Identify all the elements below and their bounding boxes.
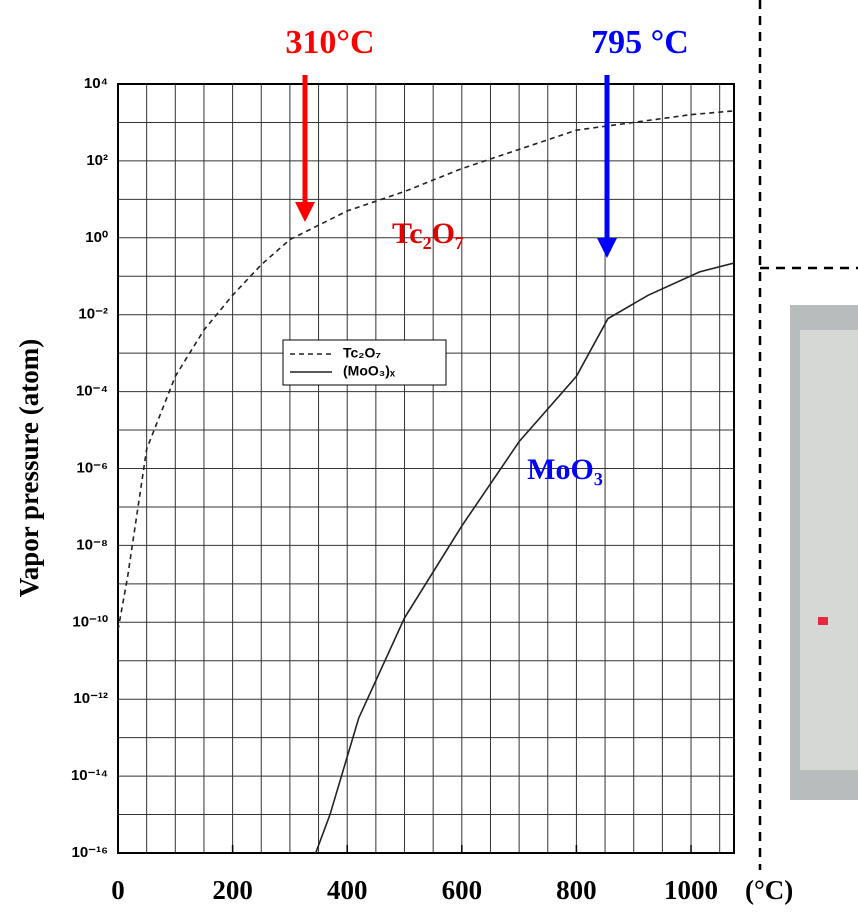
- x-tick-label: 600: [442, 875, 483, 905]
- y-tick-label: 10⁻²: [78, 306, 108, 323]
- x-tick-label: 1000: [664, 875, 718, 905]
- y-tick-label: 10⁴: [84, 75, 108, 92]
- y-tick-label: 10⁻¹⁶: [71, 844, 108, 861]
- plot-lines: [118, 110, 734, 853]
- x-tick-label: 400: [327, 875, 368, 905]
- y-tick-label: 10⁻¹⁴: [71, 767, 108, 784]
- legend-label: Tc₂O₇: [343, 345, 381, 361]
- plot-frame: [117, 83, 735, 854]
- y-tick-label: 10⁻¹⁰: [72, 613, 108, 630]
- y-tick-label: 10⁻⁸: [76, 536, 108, 553]
- y-tick-label: 10⁻⁴: [76, 383, 108, 400]
- x-tick-label: 200: [212, 875, 253, 905]
- x-unit: (°C): [745, 875, 793, 905]
- y-tick-label: 10⁰: [85, 229, 108, 246]
- legend-label: (MoO₃)ₓ: [343, 363, 396, 379]
- legend-box: [282, 339, 447, 386]
- annotation: 795 °C: [591, 24, 689, 61]
- x-tick-label: 800: [556, 875, 597, 905]
- data-line: [314, 262, 734, 853]
- annotation: Tc₂O₇: [392, 217, 464, 250]
- arrow-head: [597, 238, 617, 258]
- photo-detail: [818, 617, 828, 625]
- y-tick-label: 10²: [86, 152, 108, 169]
- y-tick-label: 10⁻⁶: [76, 459, 108, 476]
- annotation: MoO₃: [527, 453, 603, 486]
- x-tick-label: 0: [111, 875, 125, 905]
- arrow-head: [295, 202, 315, 222]
- annotation: 310°C: [285, 24, 374, 61]
- photo-detail: [800, 330, 858, 770]
- y-axis-label: Vapor pressure (atom): [14, 339, 44, 598]
- y-tick-label: 10⁻¹²: [73, 690, 108, 707]
